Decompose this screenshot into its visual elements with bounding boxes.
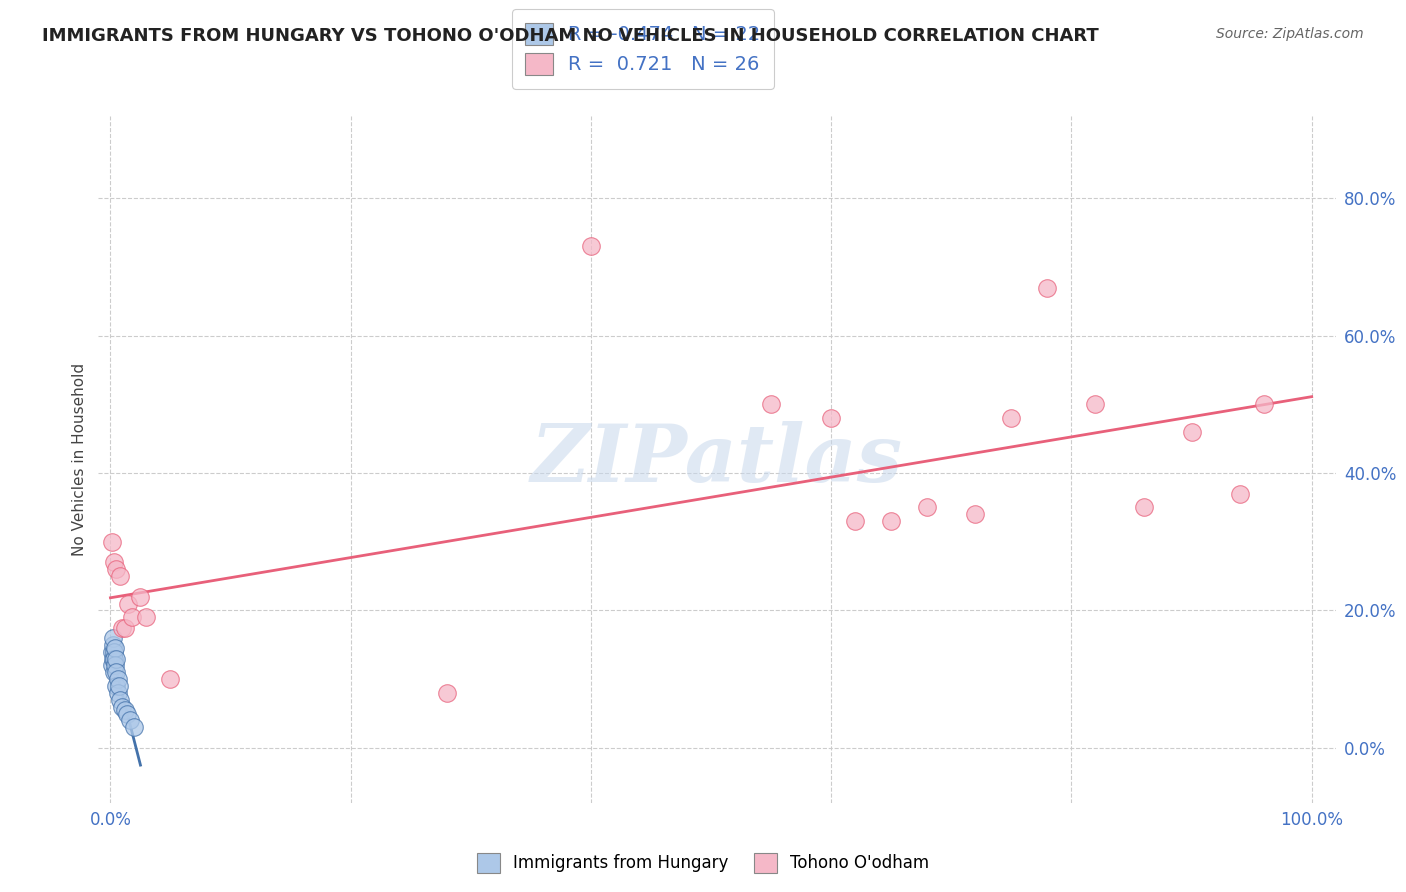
Point xyxy=(135,610,157,624)
Point xyxy=(111,621,134,635)
Legend: Immigrants from Hungary, Tohono O'odham: Immigrants from Hungary, Tohono O'odham xyxy=(470,847,936,880)
Point xyxy=(114,703,136,717)
Point xyxy=(820,411,842,425)
Legend: R = -0.474   N = 22, R =  0.721   N = 26: R = -0.474 N = 22, R = 0.721 N = 26 xyxy=(512,9,773,89)
Point xyxy=(101,638,124,652)
Point xyxy=(103,665,125,680)
Point xyxy=(917,500,939,515)
Text: Source: ZipAtlas.com: Source: ZipAtlas.com xyxy=(1216,27,1364,41)
Point xyxy=(103,645,125,659)
Point xyxy=(107,672,129,686)
Point xyxy=(118,714,141,728)
Point xyxy=(107,686,129,700)
Point xyxy=(1229,487,1251,501)
Point xyxy=(965,508,987,522)
Text: IMMIGRANTS FROM HUNGARY VS TOHONO O'ODHAM NO VEHICLES IN HOUSEHOLD CORRELATION C: IMMIGRANTS FROM HUNGARY VS TOHONO O'ODHA… xyxy=(42,27,1099,45)
Y-axis label: No Vehicles in Household: No Vehicles in Household xyxy=(72,363,87,556)
Point xyxy=(108,692,131,706)
Point xyxy=(108,679,131,693)
Point xyxy=(105,679,128,693)
Point xyxy=(1000,411,1022,425)
Point xyxy=(105,651,128,665)
Point xyxy=(1132,500,1154,515)
Point xyxy=(1036,281,1059,295)
Point xyxy=(100,658,122,673)
Point xyxy=(159,672,181,686)
Point xyxy=(129,590,152,604)
Point xyxy=(114,621,136,635)
Point xyxy=(880,514,903,528)
Point xyxy=(117,706,139,721)
Point xyxy=(1253,397,1275,411)
Point xyxy=(100,534,122,549)
Point xyxy=(105,665,128,680)
Point xyxy=(1180,425,1202,439)
Point xyxy=(108,569,131,583)
Point xyxy=(103,555,125,570)
Point xyxy=(124,720,146,734)
Point xyxy=(104,658,127,673)
Point xyxy=(100,645,122,659)
Point xyxy=(1084,397,1107,411)
Point xyxy=(111,699,134,714)
Point xyxy=(104,641,127,656)
Point xyxy=(579,239,602,253)
Point xyxy=(117,597,139,611)
Point xyxy=(121,610,143,624)
Point xyxy=(101,651,124,665)
Point xyxy=(101,631,124,645)
Text: ZIPatlas: ZIPatlas xyxy=(531,421,903,498)
Point xyxy=(759,397,782,411)
Point xyxy=(844,514,866,528)
Point xyxy=(103,651,125,665)
Point xyxy=(105,562,128,576)
Point xyxy=(436,686,458,700)
